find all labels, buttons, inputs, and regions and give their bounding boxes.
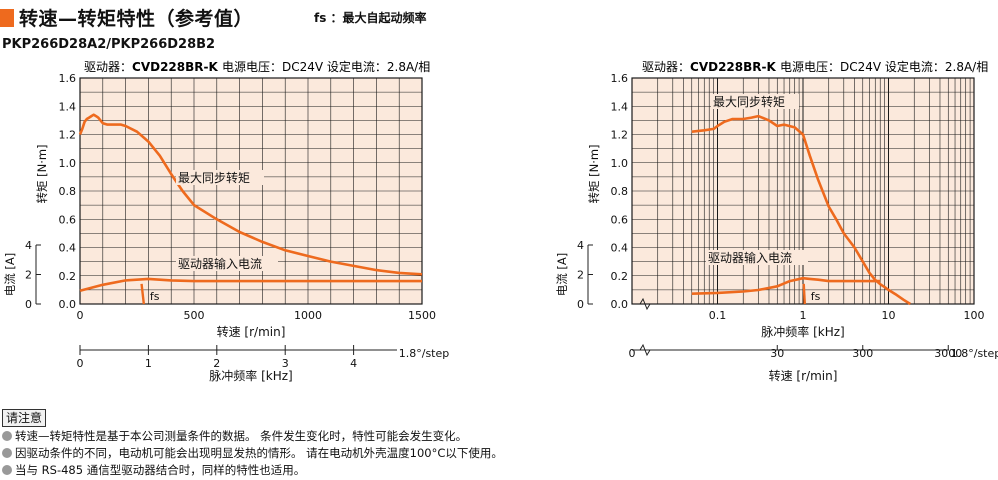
- torque-series-label: 最大同步转矩: [178, 170, 250, 185]
- current-tick-label: 2: [577, 269, 584, 282]
- note-item: 当与 RS-485 通信型驱动器结合时，同样的特性也适用。: [2, 462, 305, 478]
- chart-header: 驱动器：CVD228BR-K 电源电压：DC24V 设定电流：2.8A/相: [642, 59, 988, 74]
- secondary-tick-label: 0: [77, 357, 84, 370]
- current-curve: [691, 276, 881, 295]
- step-angle-note: 1.8°/step: [399, 347, 450, 360]
- notes-heading: 请注意: [2, 409, 47, 427]
- torque-curve: [691, 114, 911, 306]
- y-tick-label: 0.0: [611, 298, 629, 311]
- current-axis-label: 电流 [A]: [555, 253, 569, 297]
- secondary-tick-label: 2: [213, 357, 220, 370]
- note-item: 因驱动条件的不同，电动机可能会出现明显发热的情形。 请在电动机外壳温度100°C…: [2, 445, 503, 461]
- x-tick-label: 1500: [408, 309, 436, 322]
- label-bg: [176, 170, 264, 185]
- label-bg: [711, 94, 799, 109]
- current-axis-label: 电流 [A]: [3, 253, 17, 297]
- y-tick-label: 0.4: [611, 242, 629, 255]
- y-tick-label: 1.2: [59, 129, 77, 142]
- label-bg: [176, 256, 278, 271]
- fs-marker: [802, 283, 807, 305]
- secondary-tick-label: 4: [350, 357, 357, 370]
- bullet-icon: [2, 465, 12, 475]
- y-tick-label: 0.4: [59, 242, 77, 255]
- current-tick-label: 4: [577, 239, 584, 252]
- y-tick-label: 0.8: [611, 185, 629, 198]
- torque-curve: [78, 113, 423, 276]
- step-angle-note: 1.8°/step: [951, 347, 998, 360]
- y-axis-label: 转矩 [N·m]: [587, 144, 601, 203]
- y-tick-label: 0.8: [59, 185, 77, 198]
- current-curve: [79, 277, 422, 292]
- fs-note: fs ：最大自起动频率: [314, 11, 427, 25]
- current-tick-label: 4: [25, 239, 32, 252]
- fs-label: fs: [150, 290, 160, 303]
- x-tick-label: 1: [800, 309, 807, 322]
- y-tick-label: 1.4: [59, 100, 77, 113]
- axis-break-icon: [639, 297, 651, 311]
- chart-header: 驱动器：CVD228BR-K 电源电压：DC24V 设定电流：2.8A/相: [84, 59, 430, 74]
- secondary-tick-label: 30: [770, 347, 784, 360]
- charts-canvas: 驱动器：CVD228BR-K 电源电压：DC24V 设定电流：2.8A/相 0.0…: [3, 59, 998, 383]
- axis-break-icon: [639, 343, 651, 357]
- secondary-tick-label: 3000: [934, 347, 962, 360]
- secondary-axis-label: 转速 [r/min]: [769, 368, 838, 383]
- y-tick-label: 0.6: [59, 213, 77, 226]
- current-series-label: 驱动器输入电流: [708, 250, 792, 265]
- secondary-tick-label: 3: [282, 357, 289, 370]
- current-tick-label: 2: [25, 269, 32, 282]
- x-tick-label: 0.1: [709, 309, 727, 322]
- model-numbers: PKP266D28A2/PKP266D28B2: [2, 37, 216, 52]
- fs-label: fs: [811, 290, 821, 303]
- note-text: 转速—转矩特性是基于本公司测量条件的数据。 条件发生变化时，特性可能会发生变化。: [15, 429, 468, 443]
- secondary-tick-label: 1: [145, 357, 152, 370]
- y-tick-label: 1.6: [611, 72, 629, 85]
- title-marker: [0, 8, 14, 27]
- bullet-icon: [2, 448, 12, 458]
- fs-marker: [140, 283, 146, 305]
- y-tick-label: 0.2: [59, 270, 77, 283]
- x-axis-label: 脉冲频率 [kHz]: [761, 324, 844, 339]
- y-tick-label: 1.2: [611, 129, 629, 142]
- x-tick-label: 100: [964, 309, 985, 322]
- title-block: 转速—转矩特性（参考值）: [0, 4, 253, 31]
- y-axis-label: 转矩 [N·m]: [35, 144, 49, 203]
- x-tick-label: 1000: [294, 309, 322, 322]
- note-text: 当与 RS-485 通信型驱动器结合时，同样的特性也适用。: [15, 463, 306, 477]
- secondary-tick-label: 300: [852, 347, 873, 360]
- secondary-axis-label: 脉冲频率 [kHz]: [209, 368, 292, 383]
- y-tick-label: 1.4: [611, 100, 629, 113]
- note-item: 转速—转矩特性是基于本公司测量条件的数据。 条件发生变化时，特性可能会发生变化。: [2, 428, 467, 444]
- x-tick-label: 500: [184, 309, 205, 322]
- x-axis-label: 转速 [r/min]: [217, 324, 286, 339]
- current-series-label: 驱动器输入电流: [178, 256, 262, 271]
- current-tick-label: 0: [25, 298, 32, 311]
- bullet-icon: [2, 431, 12, 441]
- x-tick-label: 10: [882, 309, 896, 322]
- label-bg: [706, 250, 808, 265]
- x-tick-label: 0: [77, 309, 84, 322]
- note-text: 因驱动条件的不同，电动机可能会出现明显发热的情形。 请在电动机外壳温度100°C…: [15, 446, 503, 460]
- page-title: 转速—转矩特性（参考值）: [19, 8, 254, 30]
- y-tick-label: 0.6: [611, 213, 629, 226]
- torque-series-label: 最大同步转矩: [713, 94, 785, 109]
- y-tick-label: 1.6: [59, 72, 77, 85]
- y-tick-label: 0.0: [59, 298, 77, 311]
- secondary-tick-label: 0: [629, 347, 636, 360]
- y-tick-label: 1.0: [611, 157, 629, 170]
- y-tick-label: 0.2: [611, 270, 629, 283]
- y-tick-label: 1.0: [59, 157, 77, 170]
- current-tick-label: 0: [577, 298, 584, 311]
